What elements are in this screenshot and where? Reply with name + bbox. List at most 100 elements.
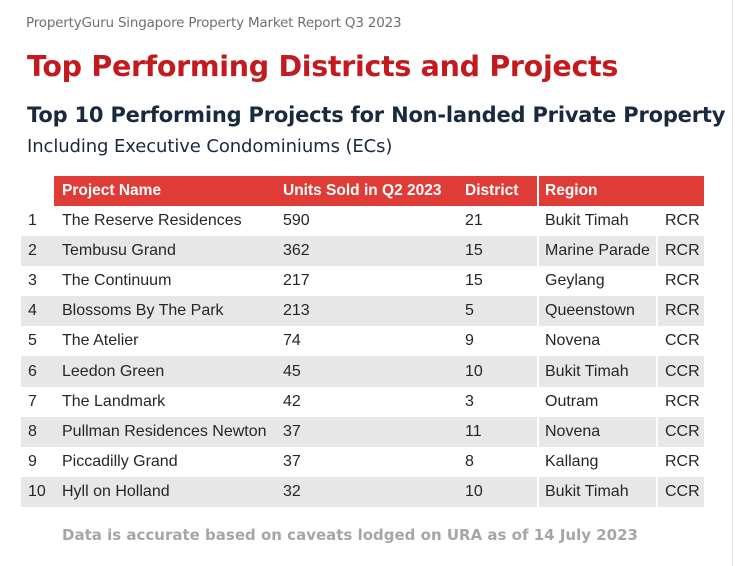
column-divider bbox=[656, 266, 658, 297]
row-region: Geylang bbox=[545, 272, 605, 290]
row-district: 3 bbox=[465, 392, 474, 410]
table-row: 2 Tembusu Grand 362 15 Marine Parade RCR bbox=[21, 236, 704, 267]
row-rank: 7 bbox=[28, 392, 37, 410]
column-divider bbox=[656, 326, 658, 357]
column-divider bbox=[656, 356, 658, 387]
row-district: 10 bbox=[465, 362, 483, 380]
row-project-name: Piccadilly Grand bbox=[62, 452, 178, 470]
row-project-name: Leedon Green bbox=[62, 362, 165, 380]
column-divider bbox=[656, 296, 658, 327]
column-divider bbox=[537, 176, 539, 206]
row-stripe bbox=[21, 356, 704, 387]
row-units-sold: 37 bbox=[283, 422, 301, 440]
column-divider bbox=[537, 416, 539, 447]
table-row: 6 Leedon Green 45 10 Bukit Timah CCR bbox=[21, 356, 704, 387]
row-region: Novena bbox=[545, 422, 601, 440]
row-district: 15 bbox=[465, 272, 483, 290]
row-region: Bukit Timah bbox=[545, 212, 629, 230]
column-divider bbox=[656, 206, 658, 237]
report-title: PropertyGuru Singapore Property Market R… bbox=[26, 15, 402, 31]
table-row: 8 Pullman Residences Newton 37 11 Novena CCR bbox=[21, 416, 704, 447]
row-project-name: The Continuum bbox=[62, 272, 172, 290]
row-district: 9 bbox=[465, 332, 474, 350]
row-units-sold: 45 bbox=[283, 362, 301, 380]
row-stripe bbox=[21, 296, 704, 327]
row-district: 15 bbox=[465, 242, 483, 260]
projects-table: Project Name Units Sold in Q2 2023 Distr… bbox=[21, 176, 704, 507]
row-district: 5 bbox=[465, 302, 474, 320]
column-divider bbox=[537, 386, 539, 417]
column-divider bbox=[537, 266, 539, 297]
row-stripe bbox=[21, 416, 704, 447]
section-title: Top Performing Districts and Projects bbox=[27, 50, 619, 83]
column-divider bbox=[537, 356, 539, 387]
row-region: Queenstown bbox=[545, 302, 635, 320]
row-district: 21 bbox=[465, 212, 483, 230]
row-region: Bukit Timah bbox=[545, 362, 629, 380]
row-region: Outram bbox=[545, 392, 599, 410]
row-market-segment: CCR bbox=[665, 332, 700, 350]
column-divider bbox=[537, 476, 539, 507]
row-rank: 2 bbox=[28, 242, 37, 260]
table-row: 9 Piccadilly Grand 37 8 Kallang RCR bbox=[21, 446, 704, 477]
column-divider bbox=[537, 446, 539, 477]
column-divider bbox=[656, 236, 658, 267]
header-units-sold: Units Sold in Q2 2023 bbox=[283, 182, 442, 199]
row-market-segment: RCR bbox=[665, 272, 700, 290]
row-market-segment: RCR bbox=[665, 452, 700, 470]
row-project-name: Blossoms By The Park bbox=[62, 302, 224, 320]
row-units-sold: 217 bbox=[283, 272, 310, 290]
table-title: Top 10 Performing Projects for Non-lande… bbox=[27, 103, 726, 127]
row-rank: 4 bbox=[28, 302, 37, 320]
row-project-name: The Atelier bbox=[62, 332, 139, 350]
table-header-row: Project Name Units Sold in Q2 2023 Distr… bbox=[21, 176, 704, 206]
data-source-footnote: Data is accurate based on caveats lodged… bbox=[62, 526, 638, 544]
table-row: 3 The Continuum 217 15 Geylang RCR bbox=[21, 266, 704, 297]
row-project-name: The Reserve Residences bbox=[62, 212, 242, 230]
row-rank: 8 bbox=[28, 422, 37, 440]
row-region: Kallang bbox=[545, 452, 599, 470]
table-body: 1 The Reserve Residences 590 21 Bukit Timah R… bbox=[21, 206, 704, 507]
row-district: 8 bbox=[465, 452, 474, 470]
row-region: Bukit Timah bbox=[545, 482, 629, 500]
header-region: Region bbox=[545, 182, 598, 199]
row-district: 11 bbox=[465, 422, 482, 440]
row-project-name: Pullman Residences Newton bbox=[62, 422, 267, 440]
table-row: 4 Blossoms By The Park 213 5 Queenstown RCR bbox=[21, 296, 704, 327]
table-header-background bbox=[54, 176, 704, 206]
column-divider bbox=[656, 386, 658, 417]
row-market-segment: RCR bbox=[665, 302, 700, 320]
row-project-name: The Landmark bbox=[62, 392, 166, 410]
row-units-sold: 362 bbox=[283, 242, 310, 260]
column-divider bbox=[537, 206, 539, 237]
row-rank: 3 bbox=[28, 272, 37, 290]
row-units-sold: 37 bbox=[283, 452, 301, 470]
row-region: Marine Parade bbox=[545, 242, 650, 260]
header-project-name: Project Name bbox=[62, 182, 162, 199]
row-rank: 9 bbox=[28, 452, 37, 470]
table-row: 10 Hyll on Holland 32 10 Bukit Timah CCR bbox=[21, 476, 704, 507]
page-edge-divider bbox=[732, 0, 733, 566]
row-rank: 5 bbox=[28, 332, 37, 350]
table-row: 5 The Atelier 74 9 Novena CCR bbox=[21, 326, 704, 357]
column-divider bbox=[656, 476, 658, 507]
column-divider bbox=[537, 236, 539, 267]
table-row: 7 The Landmark 42 3 Outram RCR bbox=[21, 386, 704, 417]
column-divider bbox=[656, 446, 658, 477]
row-region: Novena bbox=[545, 332, 601, 350]
row-rank: 1 bbox=[28, 212, 37, 230]
row-project-name: Hyll on Holland bbox=[62, 482, 170, 500]
row-units-sold: 590 bbox=[283, 212, 310, 230]
row-rank: 10 bbox=[28, 482, 46, 500]
row-market-segment: CCR bbox=[665, 422, 700, 440]
row-district: 10 bbox=[465, 482, 483, 500]
row-market-segment: CCR bbox=[665, 482, 700, 500]
row-market-segment: RCR bbox=[665, 242, 700, 260]
row-market-segment: CCR bbox=[665, 362, 700, 380]
row-project-name: Tembusu Grand bbox=[62, 242, 176, 260]
column-divider bbox=[537, 296, 539, 327]
row-units-sold: 42 bbox=[283, 392, 301, 410]
table-subtitle: Including Executive Condominiums (ECs) bbox=[27, 136, 393, 157]
row-rank: 6 bbox=[28, 362, 37, 380]
row-market-segment: RCR bbox=[665, 392, 700, 410]
